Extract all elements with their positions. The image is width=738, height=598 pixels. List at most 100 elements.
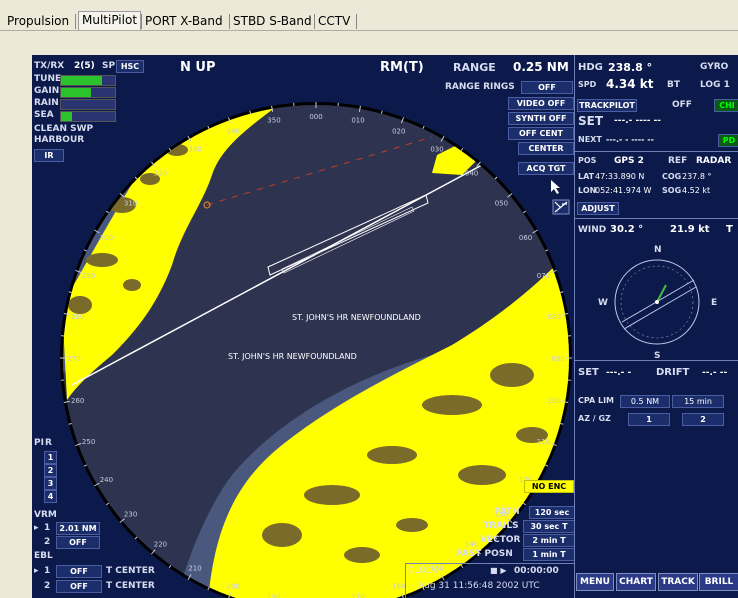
tab-port-x-band[interactable]: PORT X-Band [145,14,223,28]
wind-speed: 21.9 kt [670,224,710,235]
cpa-min-value[interactable]: 15 min [672,395,724,408]
wind-mode[interactable]: T [726,224,733,235]
trails-value[interactable]: 30 sec T [523,520,575,533]
radar-ppi[interactable]: 310 320 330 340 350 000 010 020 030 040 050 060 070 0… [32,55,738,598]
target-symbol-icon[interactable] [552,199,570,215]
ebl-2-mode[interactable]: T CENTER [106,581,155,591]
bearing-tick-label: 230 [124,511,137,519]
bearing-tick-label: 260 [71,397,84,405]
bearing-tick [168,148,172,152]
sea-bar[interactable] [60,111,116,122]
tab-cctv[interactable]: CCTV [318,14,351,28]
bearing-tick [106,210,110,214]
pi-item-1[interactable]: 1 [44,451,57,464]
heading-value: 238.8 ° [608,61,653,74]
motion-label[interactable]: RM(T) [380,60,424,75]
speed-source[interactable]: LOG 1 [700,80,730,90]
pi-item-3[interactable]: 3 [44,477,57,490]
compass-south: S [654,351,661,361]
vrm-1-value[interactable]: 2.01 NM [56,522,100,535]
adjust-button[interactable]: ADJUST [577,202,619,215]
tab-underline [0,30,738,31]
longitude-label: LON [578,186,597,195]
channel-line [206,136,433,206]
no-enc-badge[interactable]: NO ENC [524,480,574,493]
heading-source[interactable]: GYRO [700,62,729,72]
tab-stbd-s-band[interactable]: STBD S-Band [233,14,312,28]
compass-west: W [598,298,608,308]
bearing-tick-label: 330 [188,145,201,153]
reference-value[interactable]: RADAR [696,156,732,166]
harbour-label[interactable]: HARBOUR [34,135,85,145]
chart-button[interactable]: CHART [616,573,656,591]
bearing-tick-label: 130 [495,511,508,519]
video-button[interactable]: VIDEO OFF [508,97,574,110]
range-value[interactable]: 0.25 NM [513,60,569,74]
clean-sweep-label[interactable]: CLEAN SWP [34,124,94,134]
bearing-tick [134,536,138,540]
cog-label: COG [662,172,682,181]
bearing-tick [545,249,549,252]
cpa-nm-value[interactable]: 0.5 NM [620,395,670,408]
pi-item-4[interactable]: 4 [44,490,57,503]
range-rings-button[interactable]: OFF [521,81,573,94]
ebl-1-mode[interactable]: T CENTER [106,566,155,576]
brill-button[interactable]: BRILL [699,573,738,591]
set-current-value: ---.- - [606,368,632,378]
bearing-tick [550,443,557,447]
menu-button[interactable]: MENU [576,573,614,591]
drift-label: DRIFT [656,367,690,378]
ir-button[interactable]: IR [34,149,64,162]
trackpilot-button[interactable]: TRACKPILOT [577,99,637,112]
bearing-tick [507,193,513,198]
bearing-tick [550,269,557,273]
panel-divider [575,360,738,361]
bearing-tick [562,400,569,403]
pointer-icon[interactable] [550,179,562,195]
vector-label: VECTOR [480,535,521,545]
trackpilot-chi-button[interactable]: CHI [714,99,738,112]
set-current-label: SET [578,367,599,378]
bearing-tick [560,422,564,425]
vrm-index: 2 [44,537,51,547]
pi-r-label: R [45,438,52,448]
ebl-1-value[interactable]: OFF [56,565,102,578]
rain-bar[interactable] [60,99,116,110]
ebl-2-value[interactable]: OFF [56,580,102,593]
track-button[interactable]: TRACK [658,573,698,591]
orientation-label[interactable]: N UP [180,60,216,75]
tab-multipilot[interactable]: MultiPilot [78,11,142,31]
path-value[interactable]: 120 sec [529,506,575,519]
az-gz-1-button[interactable]: 1 [628,413,670,426]
pi-item-2[interactable]: 2 [44,464,57,477]
vrm-2-value[interactable]: OFF [56,536,100,549]
bearing-tick [422,587,425,591]
clock-controls[interactable]: ■ ▶ [490,566,507,575]
az-gz-2-button[interactable]: 2 [682,413,724,426]
gain-bar[interactable] [60,87,116,98]
radar-screen: 310 320 330 340 350 000 010 020 030 040 050 060 070 0… [32,55,738,598]
tab-propulsion[interactable]: Propulsion [7,14,70,28]
txrx-value[interactable]: 2(5) [74,61,95,71]
center-button[interactable]: CENTER [518,142,574,155]
position-source[interactable]: GPS 2 [614,156,644,166]
speed-label: SPD [578,80,597,89]
past-position-value[interactable]: 1 min T [523,548,575,561]
bearing-tick-label: 160 [392,582,405,590]
hsc-button[interactable]: HSC [116,60,144,73]
vector-value[interactable]: 2 min T [523,534,575,547]
off-center-button[interactable]: OFF CENT [508,127,574,140]
right-panel-divider [574,55,575,598]
pd-button[interactable]: PD [718,134,738,147]
trackpilot-value: OFF [672,100,692,110]
bearing-scale: 310 320 330 340 350 000 010 020 030 040 050 060 070 0… [60,102,572,598]
synth-button[interactable]: SYNTH OFF [508,112,574,125]
acquire-target-button[interactable]: ACQ TGT [518,162,574,175]
echo-southeast [207,225,569,598]
speed-mode[interactable]: BT [667,80,680,90]
sp-label[interactable]: SP [102,61,116,71]
tune-bar[interactable] [60,75,116,86]
gain-label: GAIN [34,86,60,96]
bearing-tick-label: 250 [82,438,95,446]
next-label: NEXT [578,135,602,144]
